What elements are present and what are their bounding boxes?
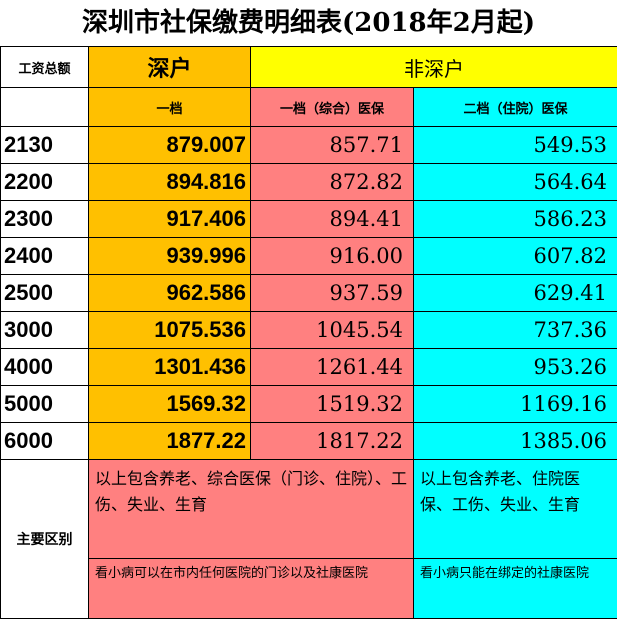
tier1-amount-cell: 1817.22 xyxy=(251,423,414,460)
difference-label: 主要区别 xyxy=(1,460,89,619)
tier2-amount-cell: 586.23 xyxy=(414,201,617,238)
nonlocal-tier1-header: 一档（综合）医保 xyxy=(251,88,414,127)
tier1-amount-cell: 1045.54 xyxy=(251,312,414,349)
wage-base-cell: 5000 xyxy=(1,386,89,423)
wage-base-cell: 2200 xyxy=(1,164,89,201)
tier1-amount-cell: 916.00 xyxy=(251,238,414,275)
local-amount-cell: 879.007 xyxy=(89,127,251,164)
local-tier-header: 一档 xyxy=(89,88,251,127)
note-row: 看小病可以在市内任何医院的门诊以及社康医院 看小病只能在绑定的社康医院 xyxy=(1,559,617,619)
tier2-amount-cell: 629.41 xyxy=(414,275,617,312)
local-amount-cell: 1569.32 xyxy=(89,386,251,423)
wage-base-cell: 2500 xyxy=(1,275,89,312)
tier1-amount-cell: 1261.44 xyxy=(251,349,414,386)
wage-base-cell: 6000 xyxy=(1,423,89,460)
tier2-amount-cell: 1385.06 xyxy=(414,423,617,460)
local-amount-cell: 962.586 xyxy=(89,275,251,312)
tier2-amount-cell: 953.26 xyxy=(414,349,617,386)
wage-base-cell: 3000 xyxy=(1,312,89,349)
difference-row: 主要区别 以上包含养老、综合医保（门诊、住院）、工伤、失业、生育 以上包含养老、… xyxy=(1,460,617,559)
tier2-amount-cell: 564.64 xyxy=(414,164,617,201)
tier1-amount-cell: 894.41 xyxy=(251,201,414,238)
local-header: 深户 xyxy=(89,47,251,88)
header-row-2: 一档 一档（综合）医保 二档（住院）医保 xyxy=(1,88,617,127)
wage-base-cell: 2400 xyxy=(1,238,89,275)
tier2-amount-cell: 549.53 xyxy=(414,127,617,164)
tier2-note: 看小病只能在绑定的社康医院 xyxy=(414,559,617,619)
empty-header-cell xyxy=(1,88,89,127)
local-amount-cell: 917.406 xyxy=(89,201,251,238)
header-row-1: 工资总额 深户 非深户 xyxy=(1,47,617,88)
tier1-amount-cell: 857.71 xyxy=(251,127,414,164)
wage-base-cell: 2130 xyxy=(1,127,89,164)
tier2-amount-cell: 737.36 xyxy=(414,312,617,349)
tier1-amount-cell: 872.82 xyxy=(251,164,414,201)
nonlocal-header: 非深户 xyxy=(251,47,617,88)
tier1-amount-cell: 937.59 xyxy=(251,275,414,312)
wage-base-cell: 4000 xyxy=(1,349,89,386)
tier1-note: 看小病可以在市内任何医院的门诊以及社康医院 xyxy=(89,559,414,619)
local-amount-cell: 1075.536 xyxy=(89,312,251,349)
page-title: 深圳市社保缴费明细表(2018年2月起) xyxy=(0,0,617,46)
tier2-amount-cell: 607.82 xyxy=(414,238,617,275)
local-amount-cell: 1301.436 xyxy=(89,349,251,386)
local-amount-cell: 939.996 xyxy=(89,238,251,275)
tier1-amount-cell: 1519.32 xyxy=(251,386,414,423)
wage-total-header: 工资总额 xyxy=(1,47,89,88)
nonlocal-tier2-header: 二档（住院）医保 xyxy=(414,88,617,127)
wage-base-cell: 2300 xyxy=(1,201,89,238)
local-amount-cell: 1877.22 xyxy=(89,423,251,460)
tier1-coverage-text: 以上包含养老、综合医保（门诊、住院）、工伤、失业、生育 xyxy=(89,460,414,559)
tier2-amount-cell: 1169.16 xyxy=(414,386,617,423)
tier2-coverage-text: 以上包含养老、住院医保、工伤、失业、生育 xyxy=(414,460,617,559)
local-amount-cell: 894.816 xyxy=(89,164,251,201)
